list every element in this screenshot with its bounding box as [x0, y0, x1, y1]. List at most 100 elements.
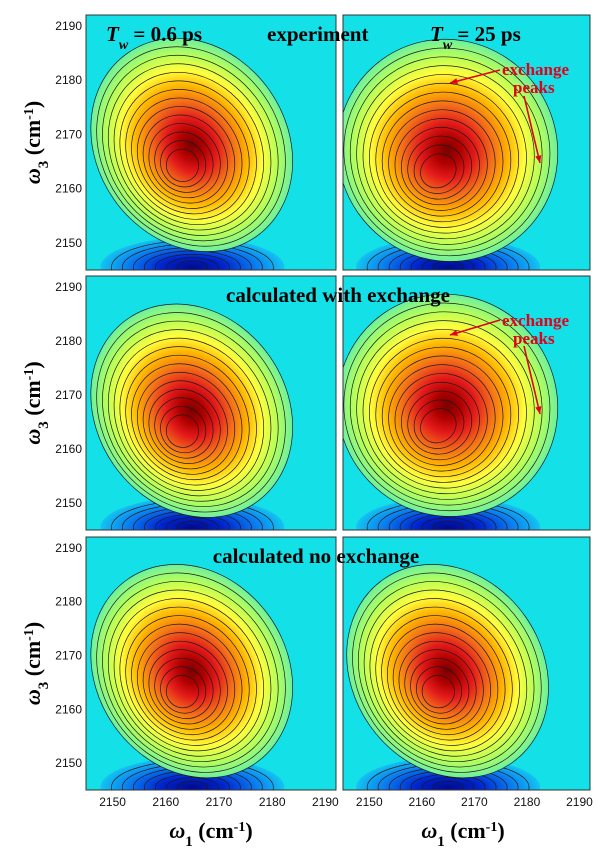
peak-contour — [160, 140, 207, 188]
x-tick-label: 2180 — [514, 795, 541, 809]
title-calculated-with-exchange: calculated with exchange — [226, 283, 450, 307]
y-tick-label: 2190 — [55, 19, 82, 33]
peak-contour — [107, 329, 272, 502]
peak-contour — [356, 65, 535, 245]
panel-frame — [342, 536, 591, 791]
peak-contour — [375, 346, 512, 483]
peak-contour — [131, 363, 243, 481]
arrow-head — [450, 78, 458, 85]
x-tick-label: 2180 — [259, 795, 286, 809]
x-tick-label: 2170 — [206, 795, 233, 809]
y-axis-label: ω3 (cm-1) — [20, 622, 52, 705]
y-tick-label: 2170 — [55, 388, 82, 402]
negative-contour — [421, 777, 475, 790]
peak-contour — [119, 80, 257, 226]
peak-contour — [125, 354, 250, 486]
title-tw-25ps: Tw = 25 ps — [430, 22, 521, 53]
y-tick-label: 2190 — [55, 280, 82, 294]
panel-frame — [342, 14, 591, 271]
peak-contour — [363, 589, 528, 762]
x-axis-label: ω1 (cm-1) — [421, 818, 504, 850]
peak-contour — [404, 649, 477, 725]
peak-contour — [113, 71, 265, 231]
peak-contour — [413, 399, 465, 449]
peak-contour — [136, 632, 236, 736]
y-tick-label: 2170 — [55, 127, 82, 141]
panel-frame — [85, 536, 337, 791]
peak-contour — [142, 640, 228, 730]
peak-contour — [375, 91, 512, 228]
peak-contour — [96, 572, 286, 773]
peak-contour — [154, 397, 214, 459]
peak-contour — [119, 606, 257, 752]
panels-group — [85, 14, 591, 791]
peak-contour — [356, 320, 535, 500]
peak-contour — [381, 615, 506, 746]
peak-contour — [369, 337, 520, 489]
arrow-line — [523, 345, 541, 415]
negative-contour — [166, 517, 219, 530]
peak-contour — [343, 47, 551, 257]
y-tick-label: 2150 — [55, 756, 82, 770]
peak-contour — [90, 37, 294, 252]
peak-contour — [165, 148, 199, 182]
peak-contour — [420, 153, 457, 189]
annotation-line2: peaks — [513, 329, 555, 348]
peak-contour — [346, 564, 549, 779]
x-tick-label: 2160 — [152, 795, 179, 809]
contour-panel-r2-c2 — [342, 275, 591, 531]
y-tick-label: 2180 — [55, 334, 82, 348]
negative-contour — [177, 260, 208, 270]
peak-contour — [343, 302, 551, 512]
peak-contour — [394, 373, 488, 466]
peak-contour — [165, 414, 199, 448]
peak-contour — [136, 106, 236, 209]
peak-contour — [392, 632, 491, 736]
y-tick-label: 2160 — [55, 702, 82, 716]
peak-contour — [136, 371, 236, 475]
x-tick-label: 2170 — [461, 795, 488, 809]
arrow-line — [449, 69, 501, 84]
x-tick-label: 2190 — [312, 795, 339, 809]
peak-contour — [362, 74, 527, 240]
positive-peak — [90, 38, 293, 252]
peak-contour — [90, 564, 294, 779]
peak-contour — [420, 408, 457, 444]
positive-peak — [90, 304, 293, 518]
peak-contour — [343, 293, 559, 517]
peak-contour — [357, 581, 535, 768]
negative-contour — [432, 520, 464, 530]
annotation-line2: peaks — [513, 78, 555, 97]
x-tick-label: 2160 — [408, 795, 435, 809]
peak-contour — [107, 63, 272, 236]
y-axis-label: ω3 (cm-1) — [20, 101, 52, 184]
arrow-head — [535, 406, 542, 414]
peak-contour — [388, 109, 496, 217]
y-axis-label: ω3 (cm-1) — [20, 361, 52, 444]
peak-contour — [148, 649, 221, 725]
title-experiment: experiment — [267, 22, 368, 46]
labels-group: 2150 2160 2170 2180 2190 2150 2160 2170 2180 2190… — [20, 19, 593, 850]
y-tick-label: 2180 — [55, 73, 82, 87]
x-tick-label: 2150 — [99, 795, 126, 809]
x-tick-label: 2150 — [356, 795, 383, 809]
peak-contour — [381, 100, 504, 223]
peak-contour — [369, 82, 520, 234]
arrow-head — [450, 329, 458, 336]
peak-contour — [416, 666, 463, 714]
peak-contour — [102, 54, 279, 242]
negative-contour — [144, 250, 241, 270]
peak-contour — [142, 114, 228, 204]
negative-contour — [155, 253, 230, 270]
arrow-line — [523, 95, 541, 164]
arrow-head — [535, 155, 542, 163]
peak-contour — [160, 666, 207, 714]
arrow-line — [449, 319, 501, 336]
x-axis-label: ω1 (cm-1) — [169, 818, 252, 850]
contour-panel-r3-c1 — [85, 536, 337, 791]
peak-contour — [410, 657, 470, 719]
peak-contour — [349, 311, 543, 506]
peak-contour — [401, 381, 480, 461]
positive-peak — [346, 564, 549, 778]
